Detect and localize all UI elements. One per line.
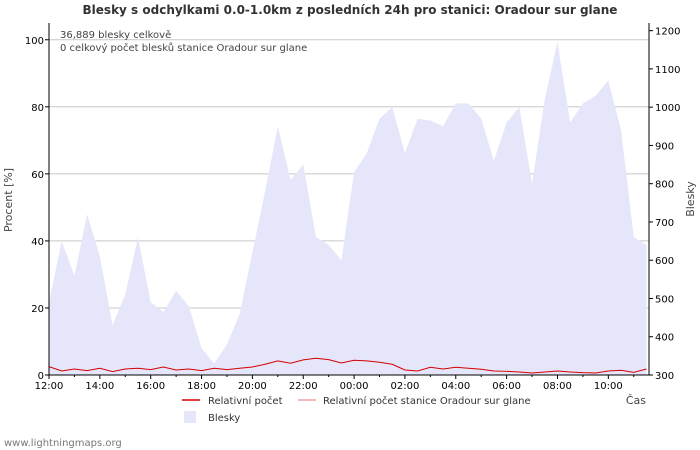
- x-tick-label: 20:00: [238, 381, 267, 392]
- x-tick-label: 08:00: [543, 381, 572, 392]
- y-right-tick-label: 1000: [655, 103, 680, 114]
- y-left-tick-label: 60: [31, 170, 44, 181]
- x-tick-label: 18:00: [187, 381, 216, 392]
- y-right-tick-label: 400: [655, 333, 674, 344]
- y-right-axis-label: Blesky: [684, 181, 697, 217]
- y-left-tick-label: 80: [31, 103, 44, 114]
- y-right-tick-label: 800: [655, 180, 674, 191]
- y-right-tick-label: 300: [655, 371, 674, 382]
- x-tick-label: 22:00: [289, 381, 318, 392]
- y-right-tick-label: 700: [655, 218, 674, 229]
- x-tick-label: 00:00: [340, 381, 369, 392]
- y-left-axis-label: Procent [%]: [2, 168, 15, 232]
- right-axis-ticks: 300 400 500 600 700 800 900 1000 1100 1200: [649, 27, 680, 382]
- y-left-tick-label: 100: [25, 36, 44, 47]
- y-right-tick-label: 600: [655, 256, 674, 267]
- y-left-tick-label: 0: [38, 371, 44, 382]
- series-relativni-pocet-line: [48, 357, 647, 374]
- legend-swatch-blesky: [184, 411, 196, 423]
- series-blesky-area: [49, 42, 647, 376]
- y-right-tick-label: 1200: [655, 27, 680, 38]
- left-axis-ticks: 0 20 40 60 80 100: [25, 36, 49, 382]
- x-tick-label: 06:00: [492, 381, 521, 392]
- y-left-tick-label: 20: [31, 304, 44, 315]
- info-station-strikes: 0 celkový počet blesků stanice Oradour s…: [60, 42, 307, 54]
- x-tick-label: 04:00: [441, 381, 470, 392]
- x-tick-label: 10:00: [594, 381, 623, 392]
- x-tick-label: 12:00: [35, 381, 64, 392]
- x-tick-label: 02:00: [391, 381, 420, 392]
- legend-label-relativni-pocet-stanice: Relativní počet stanice Oradour sur glan…: [323, 395, 531, 407]
- x-tick-label: 14:00: [85, 381, 114, 392]
- footer-source: www.lightningmaps.org: [4, 438, 122, 449]
- x-axis-label: Čas: [626, 394, 646, 407]
- x-axis-ticks: 12:00 14:00 16:00 18:00 20:00 22:00 00:00 02:00…: [35, 375, 635, 392]
- legend-label-relativni-pocet: Relativní počet: [208, 395, 283, 407]
- x-tick-label: 16:00: [136, 381, 165, 392]
- legend-label-blesky: Blesky: [208, 413, 240, 424]
- info-total-strikes: 36,889 blesky celkově: [60, 29, 171, 41]
- y-right-tick-label: 1100: [655, 65, 680, 76]
- y-right-tick-label: 900: [655, 141, 674, 152]
- y-right-tick-label: 500: [655, 294, 674, 305]
- chart-title: Blesky s odchylkami 0.0-1.0km z poslední…: [83, 3, 618, 17]
- y-left-tick-label: 40: [31, 237, 44, 248]
